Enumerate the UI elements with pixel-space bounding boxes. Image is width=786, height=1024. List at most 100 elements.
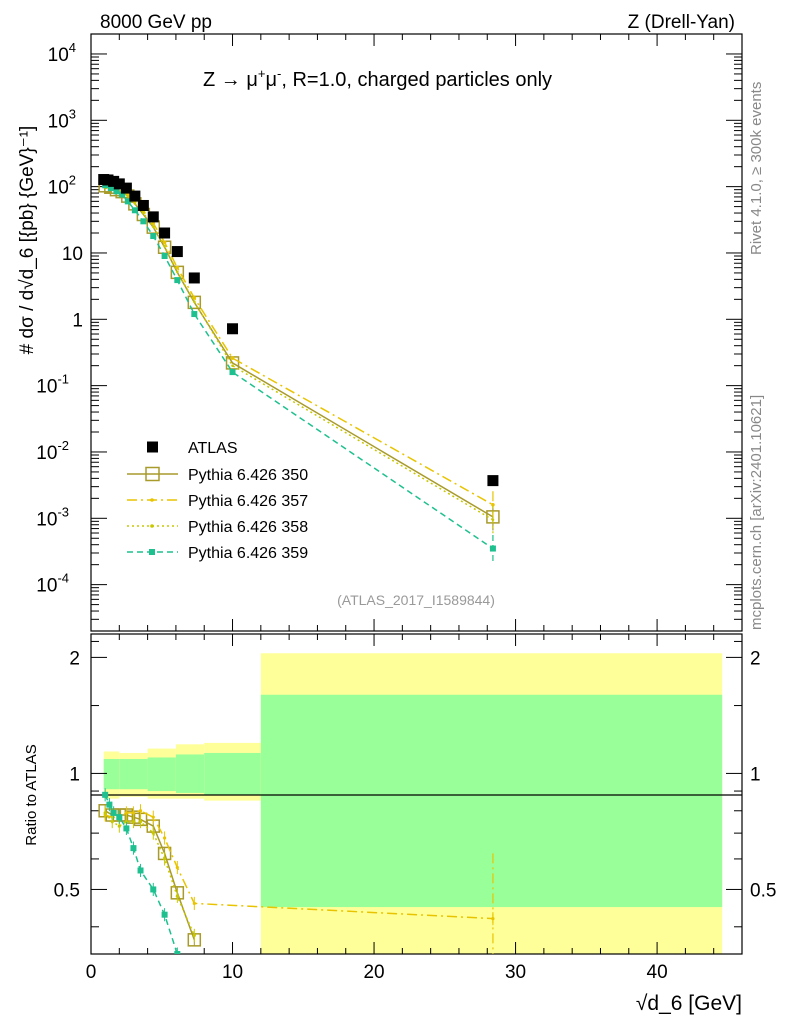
ratio-band-green: [119, 758, 148, 790]
ratio-marker: [138, 809, 143, 813]
ratio-marker: [162, 836, 167, 840]
series-marker: [107, 185, 114, 192]
series-marker: [491, 518, 495, 522]
header-beam-label: 8000 GeV pp: [100, 12, 212, 33]
legend-marker-atlas: [147, 441, 158, 453]
y-tick-label: 102: [48, 173, 76, 199]
series-marker: [162, 240, 167, 245]
legend-label: Pythia 6.426 350: [188, 467, 308, 484]
atlas-data-point: [159, 227, 171, 239]
ratio-band-green: [204, 752, 261, 795]
series-marker: [231, 364, 234, 367]
mcplots-label: mcplots.cern.ch [arXiv:2401.10621]: [748, 395, 765, 630]
rivet-version-label: Rivet 4.1.0, ≥ 300k events: [748, 82, 765, 255]
ratio-series-line: [104, 809, 493, 920]
ratio-marker: [106, 801, 113, 808]
ratio-marker: [124, 819, 128, 824]
ratio-plot-series: [98, 788, 495, 954]
legend-label: Pythia 6.426 357: [188, 493, 308, 510]
ratio-band-green: [103, 758, 120, 790]
series-marker: [491, 502, 495, 507]
ratio-marker: [162, 857, 167, 861]
atlas-data-point: [113, 178, 125, 190]
ratio-marker: [150, 886, 157, 893]
main-plot-series: [98, 174, 500, 563]
atlas-data-point: [188, 272, 200, 284]
series-marker: [142, 211, 145, 215]
ratio-marker: [131, 819, 136, 824]
atlas-data-point: [120, 182, 132, 194]
series-marker: [124, 198, 131, 205]
ratio-marker: [110, 819, 114, 824]
y-axis-label-ratio: Ratio to ATLAS: [23, 744, 40, 845]
series-marker: [175, 265, 180, 270]
ratio-marker: [138, 819, 143, 824]
ratio-marker: [131, 811, 136, 815]
ratio-tick-label-left: 2: [69, 648, 80, 669]
main-panel-frame: [90, 33, 743, 632]
ratio-marker: [175, 865, 179, 870]
y-tick-label: 10: [62, 244, 83, 265]
atlas-data-point: [147, 211, 159, 223]
ratio-tick-label-left: 1: [69, 764, 80, 785]
ratio-marker: [117, 824, 121, 828]
ratio-marker: [130, 845, 137, 852]
legend-label: Pythia 6.426 359: [188, 545, 308, 562]
atlas-data-point: [129, 190, 141, 202]
x-tick-label: 40: [647, 962, 668, 983]
atlas-data-point: [108, 175, 120, 187]
series-marker: [193, 300, 196, 303]
ratio-marker: [151, 831, 155, 835]
atlas-data-point: [227, 323, 239, 335]
ratio-series-line: [104, 812, 195, 936]
ratio-marker: [116, 814, 123, 821]
series-marker: [131, 207, 138, 214]
legend-label: ATLAS: [188, 440, 238, 457]
ratio-band-green: [260, 694, 723, 908]
series-marker: [150, 233, 157, 240]
series-marker: [229, 369, 236, 376]
atlas-data-point: [487, 475, 499, 487]
ratio-band-green: [175, 754, 205, 793]
atlas-data-point: [137, 199, 149, 211]
series-marker: [191, 311, 198, 318]
series-marker: [161, 253, 168, 260]
series-marker: [192, 296, 197, 300]
series-marker: [140, 218, 147, 225]
ratio-marker: [192, 933, 196, 937]
series-marker: [151, 225, 155, 228]
y-tick-label: 10-2: [36, 438, 69, 464]
ratio-marker: [175, 894, 179, 898]
y-tick-label: 10-3: [36, 504, 69, 530]
x-tick-label: 0: [86, 962, 97, 983]
legend-marker: [145, 466, 160, 482]
ratio-tick-label-left: 0.5: [54, 880, 80, 901]
series-marker: [176, 270, 179, 274]
legend-marker: [150, 498, 154, 502]
ratio-tick-label-right: 1: [750, 764, 761, 785]
series-marker: [174, 277, 181, 284]
atlas-data-point: [171, 246, 183, 258]
y-tick-label: 103: [48, 106, 76, 132]
ratio-marker: [102, 791, 109, 798]
ratio-marker: [151, 815, 155, 819]
process-title: Z → μ+μ-, R=1.0, charged particles only: [203, 66, 552, 91]
ratio-panel-frame: [90, 633, 743, 955]
series-marker: [230, 356, 235, 360]
ratio-marker: [110, 809, 117, 816]
ratio-marker: [174, 951, 181, 954]
ratio-marker: [123, 825, 130, 832]
series-marker: [113, 188, 120, 195]
legend: ATLAS Pythia 6.426 350 Pythia 6.426 357 Pyt…: [127, 440, 308, 562]
ratio-tick-label-right: 0.5: [750, 880, 776, 901]
y-tick-label: 104: [48, 40, 76, 66]
x-tick-label: 30: [505, 962, 526, 983]
ratio-uncertainty-bands: [103, 653, 723, 954]
y-tick-label: 10-1: [36, 372, 69, 398]
ratio-series-line: [104, 794, 179, 954]
analysis-tag: (ATLAS_2017_I1589844): [337, 592, 495, 608]
legend-label: Pythia 6.426 358: [188, 519, 308, 536]
legend-marker: [149, 549, 155, 555]
